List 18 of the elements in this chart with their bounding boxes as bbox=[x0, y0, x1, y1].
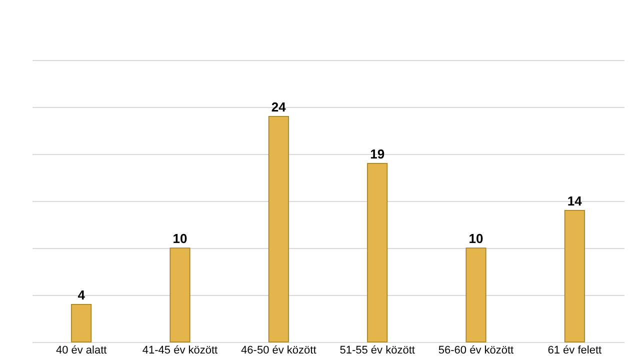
x-tick-label: 56-60 év között bbox=[438, 344, 514, 356]
data-label: 14 bbox=[567, 193, 583, 208]
data-label: 19 bbox=[370, 146, 385, 162]
data-label: 24 bbox=[271, 99, 287, 114]
bar bbox=[268, 116, 289, 342]
bar bbox=[367, 163, 388, 342]
bar bbox=[466, 248, 486, 342]
bar bbox=[170, 248, 190, 342]
bar bbox=[564, 210, 585, 342]
x-tick-label: 61 év felett bbox=[548, 344, 602, 356]
x-tick-label: 41-45 év között bbox=[142, 344, 218, 356]
x-tick-label: 40 év alatt bbox=[56, 344, 107, 356]
x-tick-label: 46-50 év között bbox=[241, 344, 316, 356]
x-tick-label: 51-55 év között bbox=[340, 344, 415, 356]
data-label: 10 bbox=[172, 231, 188, 246]
data-label: 10 bbox=[468, 231, 484, 246]
data-label: 4 bbox=[78, 287, 86, 302]
bar bbox=[71, 304, 92, 342]
